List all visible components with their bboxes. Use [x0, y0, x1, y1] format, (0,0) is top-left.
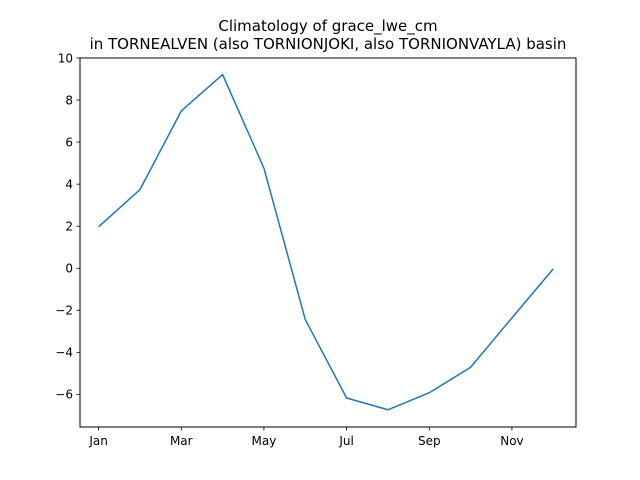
x-tick-label: Jan: [88, 434, 108, 448]
y-tick-label: 4: [65, 177, 73, 191]
series-line-0: [98, 73, 554, 411]
x-tick-label: Mar: [170, 434, 193, 448]
y-axis: 10 8 6 4 2 0 −2 −4 −6: [55, 51, 80, 402]
chart-title-line-2: in TORNEALVEN (also TORNIONJOKI, also TO…: [90, 35, 567, 53]
y-tick-label: 6: [65, 135, 73, 149]
x-tick-label: Jul: [338, 434, 353, 448]
series-layer: [98, 73, 554, 411]
y-tick-label: 10: [58, 51, 73, 65]
plot-frame: [79, 57, 577, 428]
chart-title-line-1: Climatology of grace_lwe_cm: [218, 17, 437, 36]
y-tick-label: 2: [65, 220, 73, 234]
x-tick-label: May: [252, 434, 277, 448]
y-tick-label: 0: [65, 262, 73, 276]
x-axis: Jan Mar May Jul Sep Nov: [88, 427, 524, 448]
x-tick-label: Nov: [500, 434, 523, 448]
y-tick-label: 8: [65, 93, 73, 107]
y-tick-label: −4: [55, 346, 73, 360]
y-tick-label: −2: [55, 304, 73, 318]
x-tick-label: Sep: [418, 434, 441, 448]
y-tick-label: −6: [55, 388, 73, 402]
